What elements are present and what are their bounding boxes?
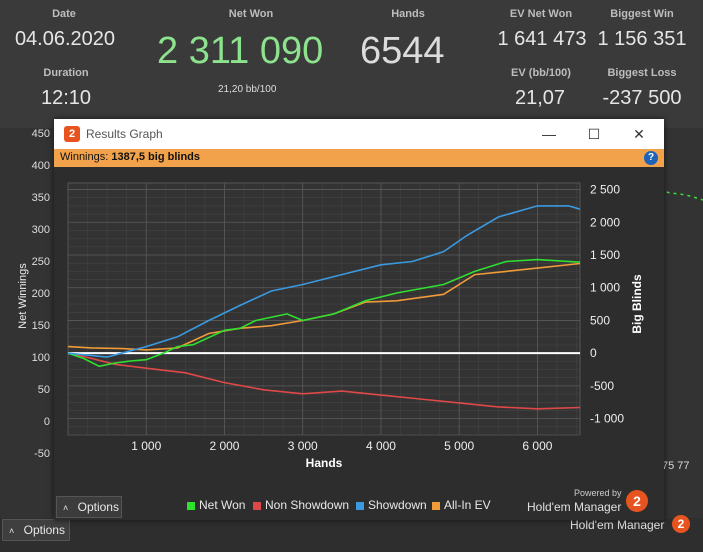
plot-area (67, 182, 581, 436)
x-tick-label: 3 000 (288, 439, 318, 453)
y-tick-label: 0 (590, 346, 597, 360)
window-hm-logo-icon: 2 (626, 490, 648, 512)
brand-name: Hold'em Manager (570, 518, 665, 532)
legend-swatch (432, 501, 440, 510)
winnings-text: Winnings: 1387,5 big blinds (60, 151, 200, 163)
ev-value: 1 641 473 (497, 28, 587, 50)
bg-ytick: 150 (31, 320, 50, 332)
legend-label: Non Showdown (265, 498, 350, 512)
netwon-value: 2 311 090 (157, 30, 324, 72)
netwon-label: Net Won (228, 8, 274, 20)
y-tick-label: 1 000 (590, 281, 620, 295)
chevron-up-icon: ˄ (9, 526, 15, 536)
bg-ytick: 450 (31, 128, 50, 140)
background-series-tail (660, 189, 703, 201)
window-titlebar[interactable]: 2 Results Graph — ☐ ✕ (54, 119, 664, 149)
legend-non-showdown: Non Showdown (253, 498, 349, 512)
window-brand-name: Hold'em Manager (527, 500, 622, 514)
app-logo-icon: 2 (64, 126, 80, 142)
y-tick-label: 2 500 (590, 183, 620, 197)
y-tick-label: 2 000 (590, 215, 620, 229)
evbb-label: EV (bb/100) (511, 67, 571, 79)
x-tick-label: 6 000 (522, 439, 552, 453)
duration-label: Duration (43, 67, 89, 79)
x-tick-label: 5 000 (444, 439, 474, 453)
hm-logo-icon: 2 (672, 515, 690, 533)
legend-label: Net Won (199, 498, 246, 512)
stats-panel: Date 04.06.2020 Net Won 2 311 090 Hands … (0, 0, 703, 130)
y-tick-label: -1 000 (590, 412, 624, 426)
chevron-up-icon: ˄ (63, 503, 69, 513)
hands-label: Hands (391, 8, 425, 20)
x-tick-label: 4 000 (366, 439, 396, 453)
biggest-loss-label: Biggest Loss (607, 67, 677, 79)
minimize-button[interactable]: — (542, 126, 556, 142)
bg-ytick: 200 (31, 288, 50, 300)
bb100-value: 21,20 bb/100 (218, 84, 277, 95)
legend-label: All-In EV (444, 498, 491, 512)
y-tick-label: -500 (590, 379, 614, 393)
bg-ytick: 350 (31, 192, 50, 204)
winnings-label: Winnings: (60, 151, 109, 163)
ev-label: EV Net Won (509, 8, 573, 20)
close-button[interactable]: ✕ (633, 126, 645, 142)
options-label: Options (23, 523, 65, 537)
results-chart: 1 000 2 000 3 000 4 000 5 000 6 000 -1 000 -500… (67, 182, 644, 467)
window-title: Results Graph (86, 127, 163, 141)
legend-label: Showdown (368, 498, 427, 512)
biggest-win-label: Biggest Win (610, 8, 674, 20)
legend-net-won: Net Won (187, 498, 245, 512)
results-graph-window: 2 Results Graph — ☐ ✕ Winnings: 1387,5 b… (54, 119, 664, 520)
legend-swatch (187, 501, 195, 510)
legend-swatch (253, 501, 261, 510)
date-value: 04.06.2020 (14, 28, 116, 50)
help-icon[interactable]: ? (644, 151, 658, 165)
x-tick-label: 2 000 (209, 439, 239, 453)
bottom-bar: ˄ Options Hold'em Manager 2 (0, 515, 703, 552)
winnings-value: 1387,5 big blinds (111, 151, 200, 163)
legend-swatch (356, 501, 364, 510)
options-button[interactable]: ˄ Options (2, 519, 70, 541)
bg-ytick: 300 (31, 224, 50, 236)
series-line-showdown (67, 205, 581, 358)
y-tick-label: 1 500 (590, 248, 620, 262)
bg-ytick: 400 (31, 160, 50, 172)
bg-ytick: 50 (37, 384, 50, 396)
legend-all-in-ev: All-In EV (432, 498, 491, 512)
maximize-button[interactable]: ☐ (587, 126, 601, 142)
bg-ytick: 250 (31, 256, 50, 268)
bg-ytick: 0 (43, 416, 50, 428)
biggest-loss-value: -237 500 (602, 87, 682, 109)
window-options-label: Options (77, 500, 119, 514)
series-line-net-won (67, 258, 581, 368)
hands-value: 6544 (360, 30, 445, 72)
background-y-title: Net Winnings (17, 263, 29, 329)
series-line-non-showdown (67, 352, 581, 410)
y-tick-label: 500 (590, 313, 610, 327)
evbb-value: 21,07 (514, 87, 566, 109)
window-options-button[interactable]: ˄ Options (56, 496, 122, 518)
duration-value: 12:10 (40, 87, 92, 109)
background-partial-xtick: 75 77 (662, 460, 690, 472)
powered-by: Powered by (574, 488, 622, 498)
bg-ytick: 100 (31, 352, 50, 364)
bg-ytick: -50 (34, 448, 50, 460)
biggest-win-value: 1 156 351 (597, 28, 687, 50)
x-tick-label: 1 000 (131, 439, 161, 453)
date-label: Date (52, 8, 76, 20)
winnings-bar: Winnings: 1387,5 big blinds ? (54, 149, 664, 167)
x-axis-title: Hands (306, 456, 343, 467)
legend-showdown: Showdown (356, 498, 427, 512)
y-axis-title: Big Blinds (630, 274, 644, 334)
